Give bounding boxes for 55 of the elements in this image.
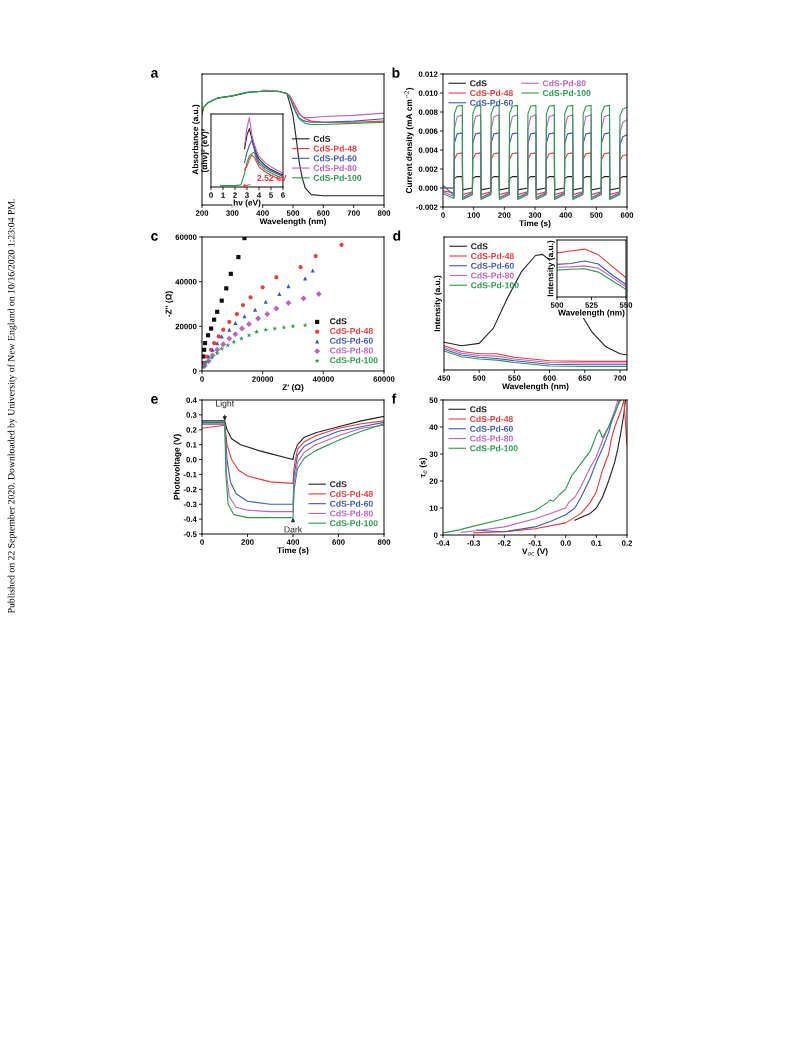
chart-title: f [391,393,397,404]
annotation: Light [216,400,235,409]
y-axis-title: Absorbance (a.u.) [192,104,200,175]
legend-label: CdS-Pd-60 [313,155,357,162]
legend-label: CdS-Pd-80 [471,272,514,279]
chart-title: a [151,70,159,78]
legend-label: CdS-Pd-100 [330,356,378,364]
y-axis-title: Intensity (a.u.) [434,275,442,332]
x-axis-title: Wavelength (nm) [259,218,326,226]
x-axis-title: Z' (Ω) [282,384,304,392]
legend-label: CdS-Pd-100 [542,89,591,97]
legend-label: CdS-Pd-60 [330,500,373,507]
chart-title: e [151,396,158,404]
legend-label: CdS-Pd-100 [330,519,378,527]
text: Published on 22 September 2020. Downloaded by University of New England on 10/16/2020 1:23:04 PM. [7,199,17,614]
x-axis-title: Wavelength (nm) [502,383,569,391]
y-axis-title: (αhν)² (eV)² [201,128,209,173]
legend-label: CdS-Pd-48 [470,415,513,423]
legend-label: CdS-Pd-80 [542,80,586,87]
y-axis-title: τ$_{e}$ (s) [419,457,428,478]
legend-label: CdS-Pd-60 [470,425,513,432]
legend-label: CdS-Pd-60 [470,99,513,106]
annotation: 2.52 eV [257,174,287,181]
legend-label: CdS-Pd-100 [470,445,518,452]
y-axis-title: Intensity (a.u.) [547,240,555,297]
legend-label: CdS [330,317,347,325]
legend-label: CdS-Pd-60 [330,337,373,344]
legend-label: CdS [471,243,488,250]
x-axis-title: Time (s) [519,220,551,228]
legend-label: CdS-Pd-80 [470,435,513,442]
legend-label: CdS [313,135,331,142]
y-axis-title: Current density (mA cm$^{−2}$) [404,87,414,194]
x-axis-title: Time (s) [277,547,309,555]
legend-label: CdS-Pd-80 [330,347,373,354]
chart-title: d [393,230,401,241]
x-axis-title: V$_{oc}$ (V) [522,548,548,556]
annotation: Dark [284,526,303,533]
x-axis-title: Wavelength (nm) [558,309,625,318]
legend-label: CdS-Pd-80 [330,510,373,517]
legend-label: CdS-Pd-48 [330,490,373,498]
y-axis-title: Photovoltage (V) [173,434,182,500]
chart-title: c [151,233,158,241]
legend-label: CdS-Pd-80 [313,164,357,172]
legend-label: CdS [470,80,487,87]
legend-label: CdS-Pd-48 [470,89,513,97]
legend-label: CdS-Pd-48 [313,145,357,152]
legend-label: CdS [330,480,347,488]
y-axis-title: -Z'' (Ω) [165,291,174,317]
chart-title: b [392,67,400,78]
legend-label: CdS-Pd-60 [471,262,514,269]
legend-label: CdS-Pd-48 [330,327,373,335]
x-axis-title: hν (eV) [233,199,261,208]
legend-label: CdS [470,406,487,413]
legend-label: CdS-Pd-100 [313,174,362,181]
legend-label: CdS-Pd-48 [471,252,514,260]
